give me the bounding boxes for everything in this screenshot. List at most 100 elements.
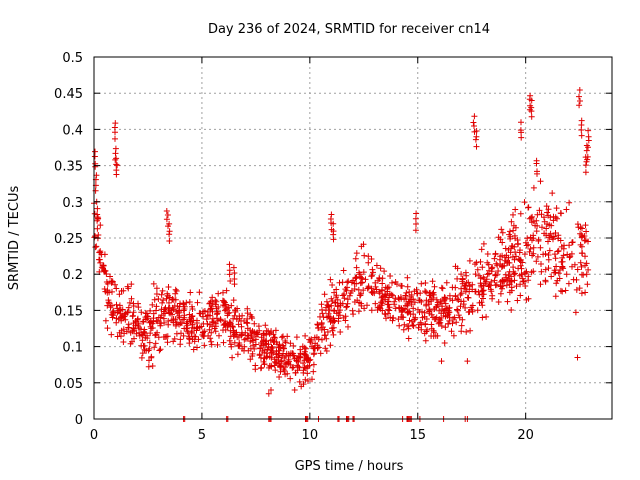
data-point (314, 322, 321, 328)
data-point (381, 268, 388, 275)
data-point (133, 330, 140, 337)
data-point (209, 315, 216, 322)
data-point (208, 305, 215, 312)
data-point (538, 261, 544, 267)
data-point (458, 328, 465, 335)
data-point (356, 299, 363, 306)
data-point (163, 216, 170, 223)
data-point (412, 316, 418, 323)
data-point (427, 289, 434, 296)
data-point (418, 280, 425, 287)
data-point (171, 302, 178, 309)
data-point (153, 285, 160, 292)
data-point (231, 339, 238, 346)
data-point (585, 238, 591, 245)
data-point (574, 354, 581, 361)
data-point (506, 289, 513, 296)
data-point (553, 280, 560, 287)
data-point (249, 315, 256, 322)
data-point (306, 362, 313, 369)
data-point (373, 262, 380, 269)
data-point (304, 355, 311, 362)
data-point (147, 330, 154, 337)
data-point (97, 249, 104, 256)
data-point (267, 337, 274, 344)
data-point (426, 306, 433, 313)
data-point (310, 345, 317, 352)
data-point (497, 253, 504, 260)
data-point (333, 294, 339, 301)
data-point (297, 346, 304, 353)
data-point (455, 312, 462, 319)
data-point (112, 135, 118, 142)
data-point (153, 291, 160, 297)
data-point (231, 312, 238, 319)
data-point (538, 268, 545, 275)
data-point (345, 323, 351, 330)
data-point (177, 300, 183, 307)
y-tick-label: 0.5 (62, 51, 83, 66)
data-point (208, 341, 215, 348)
data-point (480, 295, 486, 302)
data-point (353, 280, 360, 287)
data-point (166, 299, 172, 306)
data-point (422, 288, 428, 295)
data-point (479, 302, 486, 309)
data-point (574, 266, 581, 273)
data-point (337, 329, 344, 335)
data-point (379, 280, 386, 287)
data-point (559, 264, 566, 271)
data-point (413, 221, 419, 227)
data-point (513, 283, 520, 290)
data-point (247, 356, 254, 363)
data-point (228, 302, 235, 309)
data-point (359, 279, 366, 286)
data-point (533, 228, 540, 235)
data-point (322, 332, 329, 339)
data-point (250, 342, 256, 349)
data-point (165, 292, 171, 299)
data-point (146, 319, 153, 326)
data-point (268, 343, 275, 350)
data-point (395, 316, 402, 323)
data-point (276, 347, 283, 354)
data-point (529, 252, 536, 259)
data-point (365, 253, 372, 260)
data-point (464, 294, 471, 301)
data-point (534, 170, 540, 177)
data-point (365, 259, 372, 266)
data-point (134, 316, 141, 323)
data-point (201, 342, 208, 349)
data-point (319, 336, 325, 343)
data-point (502, 245, 509, 252)
data-point (113, 155, 120, 162)
data-point (405, 335, 412, 342)
data-point (333, 286, 340, 293)
y-axis-label: SRMTID / TECUs (7, 186, 22, 291)
data-point (151, 344, 158, 351)
data-point (399, 307, 406, 313)
data-point (94, 225, 101, 232)
data-point (181, 303, 188, 310)
data-point (479, 264, 486, 271)
data-point (576, 93, 582, 100)
data-point (190, 346, 197, 353)
data-point (345, 278, 352, 285)
data-point (544, 221, 551, 227)
data-point (369, 266, 376, 273)
data-point (253, 330, 260, 337)
data-point (434, 301, 441, 308)
data-point (198, 323, 205, 330)
data-point (144, 332, 150, 339)
data-point (422, 321, 429, 328)
data-point (147, 307, 154, 314)
data-point (549, 190, 556, 197)
data-point (146, 339, 153, 346)
data-point (231, 276, 238, 282)
data-point (582, 222, 589, 229)
data-point (368, 289, 375, 296)
data-point (109, 288, 115, 295)
data-point (353, 250, 360, 257)
data-point (369, 290, 376, 296)
data-point (122, 316, 129, 323)
